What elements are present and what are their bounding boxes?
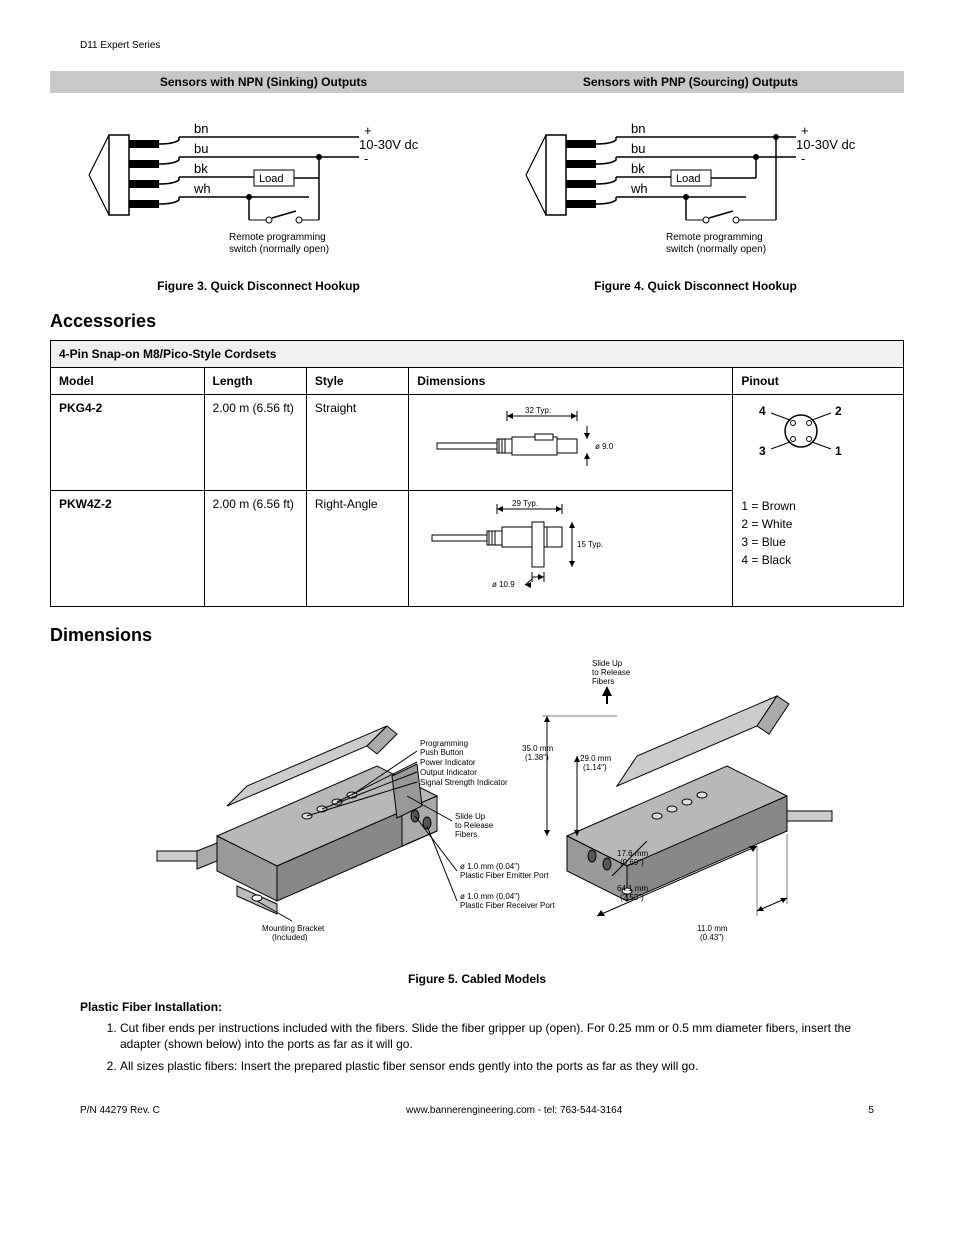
svg-text:10-30V dc: 10-30V dc (359, 137, 419, 152)
svg-text:-: - (364, 151, 368, 166)
svg-text:ø 1.0 mm (0.04"): ø 1.0 mm (0.04") (460, 892, 520, 901)
svg-text:Remote programming: Remote programming (229, 232, 326, 243)
svg-text:wh: wh (630, 181, 648, 196)
svg-text:Programming: Programming (420, 739, 468, 748)
svg-text:Signal Strength Indicator: Signal Strength Indicator (420, 778, 508, 787)
footer-pageno: 5 (868, 1105, 874, 1116)
svg-text:switch (normally open): switch (normally open) (666, 244, 766, 255)
svg-text:Slide Up: Slide Up (592, 659, 623, 668)
sensor-dimensions-drawing: Programming Push Button Power Indicator … (117, 656, 837, 966)
output-type-banner: Sensors with NPN (Sinking) Outputs Senso… (50, 71, 904, 93)
install-steps: Cut fiber ends per instructions included… (100, 1020, 874, 1075)
svg-text:to Release: to Release (592, 668, 631, 677)
svg-text:Plastic Fiber Receiver Port: Plastic Fiber Receiver Port (460, 901, 555, 910)
cordsets-table: 4-Pin Snap-on M8/Pico-Style Cordsets Mod… (50, 340, 904, 607)
svg-text:wh: wh (193, 181, 211, 196)
svg-text:+: + (364, 123, 372, 138)
dimensions-heading: Dimensions (50, 625, 904, 646)
svg-text:Mounting Bracket: Mounting Bracket (262, 924, 325, 933)
svg-text:+: + (801, 123, 809, 138)
col-model: Model (51, 368, 205, 395)
svg-text:3: 3 (759, 444, 766, 458)
page-header: D11 Expert Series (80, 40, 904, 51)
svg-text:(0.43"): (0.43") (700, 933, 724, 942)
list-item: Cut fiber ends per instructions included… (120, 1020, 874, 1052)
wiring-diagram-pnp: bn bu bk wh Load + - 10-30V dc (516, 105, 876, 275)
col-dimensions: Dimensions (409, 368, 733, 395)
figure-3-caption: Figure 3. Quick Disconnect Hookup (157, 279, 360, 293)
table-row: PKW4Z-2 2.00 m (6.56 ft) Right-Angle 29 … (51, 491, 904, 607)
banner-npn: Sensors with NPN (Sinking) Outputs (50, 71, 477, 93)
svg-text:to Release: to Release (455, 821, 494, 830)
wiring-diagram-npn: bn bu bk wh Load + - 10-30V dc (79, 105, 439, 275)
banner-pnp: Sensors with PNP (Sourcing) Outputs (477, 71, 904, 93)
svg-text:-: - (801, 151, 805, 166)
pinout-diagram: 4 2 3 1 (741, 401, 861, 461)
svg-text:(1.14"): (1.14") (583, 763, 607, 772)
svg-text:Load: Load (259, 173, 283, 185)
accessories-heading: Accessories (50, 311, 904, 332)
svg-text:Power Indicator: Power Indicator (420, 758, 476, 767)
svg-text:Fibers: Fibers (592, 677, 614, 686)
figure-5-caption: Figure 5. Cabled Models (50, 972, 904, 986)
svg-text:29 Typ.: 29 Typ. (512, 499, 538, 508)
svg-text:(0.69"): (0.69") (620, 858, 644, 867)
svg-text:4: 4 (759, 404, 766, 418)
svg-text:bu: bu (194, 141, 208, 156)
table-title: 4-Pin Snap-on M8/Pico-Style Cordsets (51, 341, 904, 368)
fiber-install-title: Plastic Fiber Installation: (80, 1000, 904, 1014)
svg-text:(2.53"): (2.53") (620, 893, 644, 902)
svg-text:ø 1.0 mm (0.04"): ø 1.0 mm (0.04") (460, 862, 520, 871)
svg-text:switch (normally open): switch (normally open) (229, 244, 329, 255)
list-item: All sizes plastic fibers: Insert the pre… (120, 1058, 874, 1074)
svg-text:Push Button: Push Button (420, 748, 464, 757)
svg-text:1: 1 (835, 444, 842, 458)
pinout-legend: 1 = Brown 2 = White 3 = Blue 4 = Black (741, 497, 895, 569)
col-pinout: Pinout (733, 368, 904, 395)
table-row: PKG4-2 2.00 m (6.56 ft) Straight 32 Typ. (51, 395, 904, 491)
straight-connector-drawing: 32 Typ. ø 9.0 (417, 401, 657, 481)
svg-text:bk: bk (631, 161, 645, 176)
svg-text:ø 9.0: ø 9.0 (595, 442, 614, 451)
footer-url: www.bannerengineering.com - tel: 763-544… (406, 1105, 622, 1116)
page-footer: P/N 44279 Rev. C www.bannerengineering.c… (50, 1105, 904, 1116)
svg-text:10-30V dc: 10-30V dc (796, 137, 856, 152)
col-length: Length (204, 368, 306, 395)
right-angle-connector-drawing: 29 Typ. 15 Typ. (417, 497, 657, 597)
svg-text:Fibers: Fibers (455, 830, 477, 839)
footer-partno: P/N 44279 Rev. C (80, 1105, 160, 1116)
svg-text:Plastic Fiber Emitter Port: Plastic Fiber Emitter Port (460, 871, 549, 880)
svg-text:bn: bn (631, 121, 645, 136)
svg-text:ø 10.9: ø 10.9 (492, 580, 515, 589)
svg-text:11.0 mm: 11.0 mm (697, 924, 728, 933)
svg-text:(Included): (Included) (272, 933, 308, 942)
svg-text:Remote programming: Remote programming (666, 232, 763, 243)
figure-4-caption: Figure 4. Quick Disconnect Hookup (594, 279, 797, 293)
svg-text:Output Indicator: Output Indicator (420, 768, 477, 777)
svg-text:2: 2 (835, 404, 842, 418)
svg-text:Slide Up: Slide Up (455, 812, 486, 821)
svg-text:(1.38"): (1.38") (525, 753, 549, 762)
svg-text:15 Typ.: 15 Typ. (577, 540, 603, 549)
svg-text:35.0 mm: 35.0 mm (522, 744, 553, 753)
svg-text:17.6 mm: 17.6 mm (617, 849, 648, 858)
svg-text:64.1 mm: 64.1 mm (617, 884, 648, 893)
svg-text:Load: Load (676, 173, 700, 185)
svg-text:bu: bu (631, 141, 645, 156)
svg-text:32 Typ.: 32 Typ. (525, 406, 551, 415)
svg-text:29.0 mm: 29.0 mm (580, 754, 611, 763)
svg-text:bk: bk (194, 161, 208, 176)
col-style: Style (306, 368, 408, 395)
svg-text:bn: bn (194, 121, 208, 136)
